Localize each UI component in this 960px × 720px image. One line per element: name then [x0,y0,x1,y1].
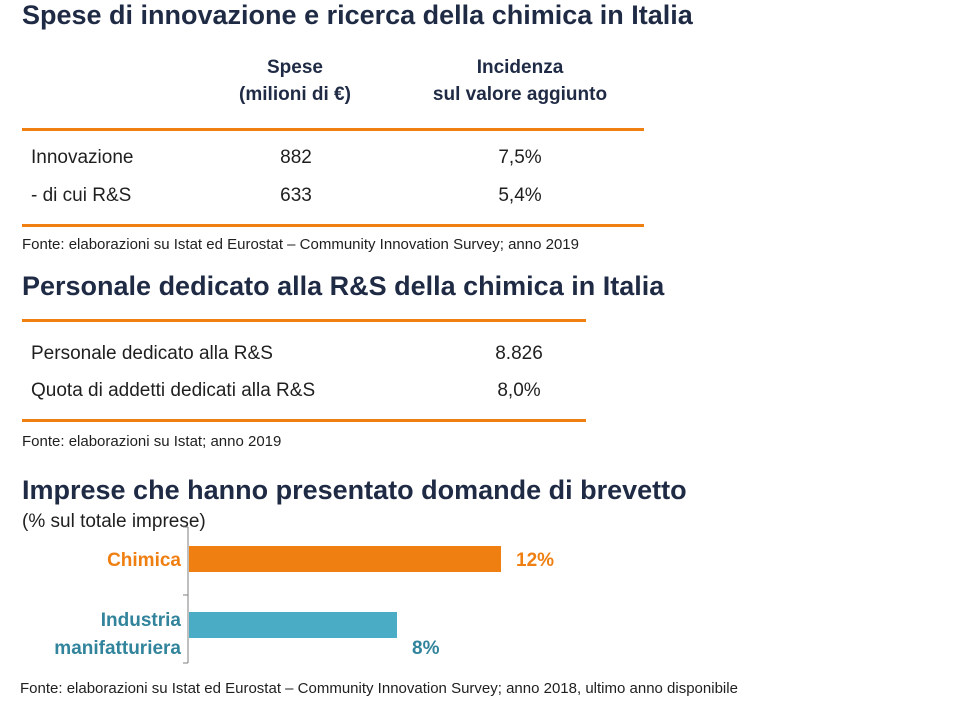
incidenza-column-header: Incidenza sul valore aggiunto [395,54,645,108]
table1-row2-label: - di cui R&S [31,185,132,206]
table1-row1-spese: 882 [280,147,312,168]
table1-row1-label: Innovazione [31,147,134,168]
table2-top-rule [22,319,586,322]
section3-title: Imprese che hanno presentato domande di … [22,475,687,505]
section1-source: Fonte: elaborazioni su Istat ed Eurostat… [22,236,579,253]
table1-top-rule [22,128,644,131]
incidenza-header-line1: Incidenza [476,57,564,78]
incidenza-header-line2: sul valore aggiunto [432,84,608,105]
table1-row2-spese: 633 [280,185,312,206]
data-label-chimica: 12% [516,550,554,571]
spese-header-line2: (milioni di €) [239,84,351,105]
bar-industria-manifatturiera [189,612,397,638]
section3-source: Fonte: elaborazioni su Istat ed Eurostat… [20,680,738,697]
section1-title: Spese di innovazione e ricerca della chi… [22,0,693,30]
table1-row1-incidenza: 7,5% [498,147,542,168]
table2-bottom-rule [22,419,586,422]
table2-row2-value: 8,0% [497,380,541,401]
spese-column-header: Spese (milioni di €) [210,54,380,108]
category-label-chimica: Chimica [107,550,181,571]
category-label-industria-manifatturiera: manifatturiera [54,638,181,659]
section3-subtitle: (% sul totale imprese) [22,511,206,532]
table2-row1-label: Personale dedicato alla R&S [31,343,273,364]
bar-chimica [189,546,501,572]
table1-row2-incidenza: 5,4% [498,185,542,206]
table2-row2-label: Quota di addetti dedicati alla R&S [31,380,316,401]
table1-bottom-rule [22,224,644,227]
section2-title: Personale dedicato alla R&S della chimic… [22,271,665,301]
table2-row1-value: 8.826 [495,343,543,364]
category-label-industria-manifatturiera: Industria [101,610,182,631]
section2-source: Fonte: elaborazioni su Istat; anno 2019 [22,433,282,450]
data-label-industria-manifatturiera: 8% [412,638,440,659]
spese-header-line1: Spese [267,57,323,78]
